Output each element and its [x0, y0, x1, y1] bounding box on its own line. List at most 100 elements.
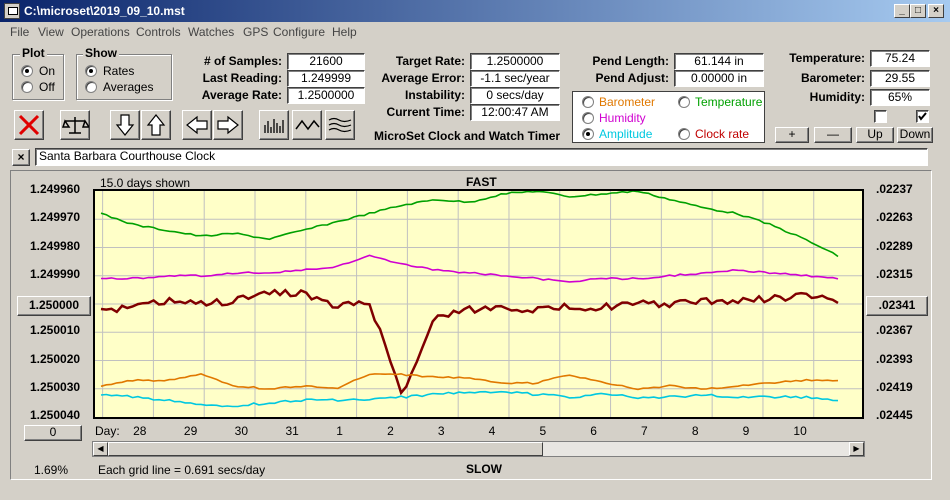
- balance-button[interactable]: [60, 110, 91, 140]
- left-center-button[interactable]: 1.250000: [17, 296, 91, 316]
- scroll-right-arrow[interactable]: ▶: [849, 442, 864, 456]
- wave-icon: [295, 119, 320, 131]
- title-bar: C:\microset\2019_09_10.mst _ □ ×: [0, 0, 950, 22]
- average-error-field: -1.1 sec/year: [470, 70, 560, 87]
- multi-wave-button[interactable]: [325, 110, 355, 140]
- last-reading-field: 1.249999: [287, 70, 365, 87]
- env-checkbox-2[interactable]: [916, 110, 929, 123]
- slow-label: SLOW: [466, 462, 502, 476]
- right-axis-tick: .02289: [876, 238, 913, 253]
- env-checkbox-1[interactable]: [874, 110, 887, 123]
- x-axis-tick: 31: [285, 424, 299, 438]
- up-button[interactable]: Up: [856, 127, 894, 143]
- left-axis-tick: 1.249990: [30, 266, 81, 281]
- x-axis-tick: 7: [641, 424, 648, 438]
- menu-configure[interactable]: Configure: [273, 25, 326, 39]
- close-button[interactable]: ×: [928, 4, 944, 18]
- left-axis-tick: 1.250020: [30, 351, 81, 366]
- average-error-label: Average Error:: [381, 71, 465, 85]
- menu-view[interactable]: View: [38, 25, 64, 39]
- pend-length-label: Pend Length:: [592, 54, 669, 68]
- amplitude-radio[interactable]: [582, 128, 594, 140]
- barometer-radio[interactable]: [582, 96, 594, 108]
- clock-rate-radio[interactable]: [678, 128, 690, 140]
- maximize-button[interactable]: □: [910, 4, 926, 18]
- x-axis-tick: 28: [133, 424, 147, 438]
- menu-operations[interactable]: Operations: [71, 25, 130, 39]
- x-axis-tick: 1: [336, 424, 343, 438]
- minus-button[interactable]: —: [814, 127, 852, 143]
- series-humidity: [100, 254, 839, 283]
- x-axis-tick: 2: [387, 424, 394, 438]
- balance-icon: [61, 117, 91, 134]
- amplitude-label: Amplitude: [599, 127, 653, 141]
- grid-note-label: Each grid line = 0.691 secs/day: [98, 463, 266, 477]
- bar-graph-button[interactable]: [259, 110, 289, 140]
- clock-close-button[interactable]: ×: [12, 149, 30, 166]
- series-barometer: [100, 372, 839, 391]
- show-group: [76, 54, 172, 100]
- menu-watches[interactable]: Watches: [188, 25, 235, 39]
- average-rate-label: Average Rate:: [201, 88, 282, 102]
- down-button[interactable]: Down: [897, 127, 933, 143]
- plot-off-label: Off: [39, 80, 55, 94]
- instability-field: 0 secs/day: [470, 87, 560, 104]
- scroll-thumb[interactable]: [108, 442, 543, 456]
- plot-on-radio[interactable]: [21, 65, 33, 77]
- clock-name-field[interactable]: Santa Barbara Courthouse Clock: [35, 148, 928, 166]
- menu-file[interactable]: File: [10, 25, 30, 39]
- zero-button[interactable]: 0: [24, 425, 82, 441]
- temperature-label: Temperature: [695, 95, 763, 109]
- days-shown-label: 15.0 days shown: [100, 176, 191, 190]
- menu-help[interactable]: Help: [332, 25, 357, 39]
- down-arrow-button[interactable]: [110, 110, 140, 140]
- plus-button[interactable]: +: [775, 127, 809, 143]
- plot-off-radio[interactable]: [21, 81, 33, 93]
- time-scrollbar[interactable]: ◀ ▶: [92, 441, 865, 457]
- arrow-left-icon: [186, 115, 208, 135]
- samples-field: 21600: [287, 53, 365, 70]
- scroll-left-arrow[interactable]: ◀: [93, 442, 108, 456]
- wave-button[interactable]: [292, 110, 322, 140]
- pend-adjust-field[interactable]: 0.00000 in: [674, 70, 764, 87]
- window-title: C:\microset\2019_09_10.mst: [24, 4, 185, 18]
- minimize-button[interactable]: _: [894, 4, 910, 18]
- right-axis-tick: .02367: [876, 323, 913, 338]
- right-axis-tick: .02263: [876, 210, 913, 225]
- current-time-label: Current Time:: [386, 105, 465, 119]
- left-arrow-button[interactable]: [182, 110, 212, 140]
- menu-bar: File View Operations Controls Watches GP…: [0, 22, 950, 42]
- right-axis-tick: .02419: [876, 379, 913, 394]
- target-rate-field[interactable]: 1.2500000: [470, 53, 560, 70]
- menu-gps[interactable]: GPS: [243, 25, 269, 39]
- pend-length-field[interactable]: 61.144 in: [674, 53, 764, 70]
- show-rates-radio[interactable]: [85, 65, 97, 77]
- instability-label: Instability:: [404, 88, 465, 102]
- x-axis-tick: 6: [590, 424, 597, 438]
- chart-svg: [95, 191, 862, 417]
- average-rate-field: 1.2500000: [287, 87, 365, 104]
- checkmark-icon: [918, 112, 927, 121]
- show-averages-radio[interactable]: [85, 81, 97, 93]
- plot-group: [12, 54, 64, 100]
- humidity-env-label: Humidity:: [809, 90, 865, 104]
- x-axis-tick: 30: [234, 424, 249, 438]
- left-axis-tick: 1.249960: [30, 182, 81, 196]
- right-center-button[interactable]: .02341: [866, 296, 928, 316]
- humidity-radio[interactable]: [582, 112, 594, 124]
- plot-group-label: Plot: [20, 46, 47, 60]
- fast-label: FAST: [466, 175, 497, 189]
- humidity-env-field: 65%: [870, 89, 930, 106]
- x-axis-prefix: Day:: [95, 424, 120, 438]
- barometer-env-field: 29.55: [870, 70, 930, 87]
- left-axis-tick: 1.249980: [30, 238, 81, 253]
- clear-button[interactable]: [14, 110, 44, 140]
- menu-controls[interactable]: Controls: [136, 25, 181, 39]
- x-axis-tick: 29: [183, 424, 198, 438]
- temperature-radio[interactable]: [678, 96, 690, 108]
- target-rate-label: Target Rate:: [395, 54, 465, 68]
- left-axis-tick: 1.250030: [30, 379, 81, 394]
- up-arrow-button[interactable]: [141, 110, 171, 140]
- right-arrow-button[interactable]: [213, 110, 243, 140]
- barometer-label: Barometer: [599, 95, 656, 109]
